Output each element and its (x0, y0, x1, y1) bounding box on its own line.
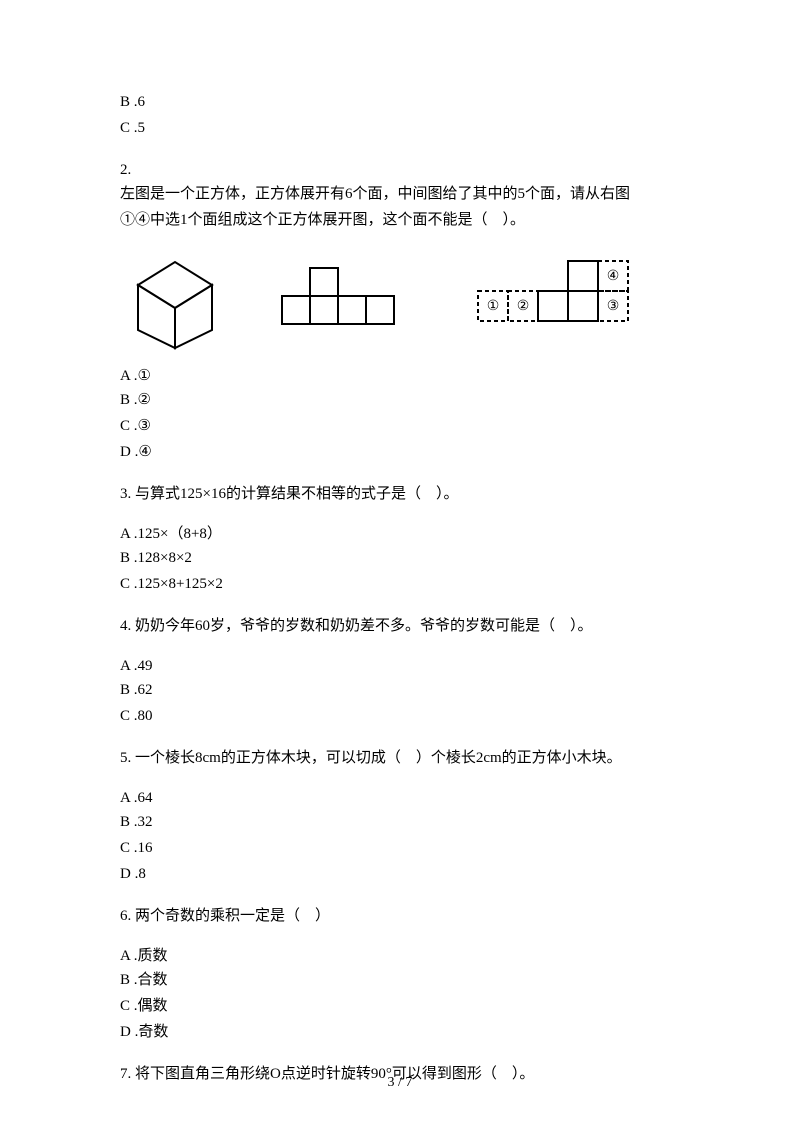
q6-option-b: B .合数 (120, 968, 680, 992)
q6-option-d: D .奇数 (120, 1020, 680, 1044)
question-5: 5. 一个棱长8cm的正方体木块，可以切成（ ）个棱长2cm的正方体小木块。 A… (120, 746, 680, 886)
q5-text: 5. 一个棱长8cm的正方体木块，可以切成（ ）个棱长2cm的正方体小木块。 (120, 746, 680, 770)
question-6: 6. 两个奇数的乘积一定是（ ） A .质数 B .合数 C .偶数 D .奇数 (120, 904, 680, 1044)
q2-number: 2. (120, 158, 680, 182)
q4-option-b: B .62 (120, 678, 680, 702)
q5-option-b: B .32 (120, 810, 680, 834)
q6-option-a: A .质数 (120, 944, 680, 968)
q4-option-c: C .80 (120, 704, 680, 728)
page-number: 3 / 7 (0, 1072, 800, 1094)
q2-option-d: D .④ (120, 440, 680, 464)
q2-text-line-2: ①④中选1个面组成这个正方体展开图，这个面不能是（ ）。 (120, 208, 680, 232)
q2-option-c: C .③ (120, 414, 680, 438)
q6-text: 6. 两个奇数的乘积一定是（ ） (120, 904, 680, 928)
q3-option-a: A .125×（8+8） (120, 522, 680, 546)
cell-4-label: ④ (607, 269, 620, 284)
question-2: 2. 左图是一个正方体，正方体展开有6个面，中间图给了其中的5个面，请从右图 ①… (120, 158, 680, 464)
q5-option-c: C .16 (120, 836, 680, 860)
q5-option-d: D .8 (120, 862, 680, 886)
q3-text: 3. 与算式125×16的计算结果不相等的式子是（ ）。 (120, 482, 680, 506)
question-3: 3. 与算式125×16的计算结果不相等的式子是（ ）。 A .125×（8+8… (120, 482, 680, 596)
options-grid-figure: ④ ① ② ③ (460, 255, 640, 345)
cube-figure (120, 250, 230, 350)
q2-option-b: B .② (120, 388, 680, 412)
cell-3-label: ③ (607, 299, 620, 314)
q3-option-c: C .125×8+125×2 (120, 572, 680, 596)
q4-option-a: A .49 (120, 654, 680, 678)
q4-text: 4. 奶奶今年60岁，爷爷的岁数和奶奶差不多。爷爷的岁数可能是（ ）。 (120, 614, 680, 638)
q3-option-b: B .128×8×2 (120, 546, 680, 570)
q2-option-a: A .① (120, 364, 680, 388)
q5-option-a: A .64 (120, 786, 680, 810)
cell-1-label: ① (487, 299, 500, 314)
cell-2-label: ② (517, 299, 530, 314)
q2-text-line-1: 左图是一个正方体，正方体展开有6个面，中间图给了其中的5个面，请从右图 (120, 182, 680, 206)
q1-option-b: B .6 (120, 90, 680, 114)
question-4: 4. 奶奶今年60岁，爷爷的岁数和奶奶差不多。爷爷的岁数可能是（ ）。 A .4… (120, 614, 680, 728)
q1-option-c: C .5 (120, 116, 680, 140)
q2-figures: ④ ① ② ③ (120, 250, 680, 350)
net-figure (270, 260, 420, 340)
q6-option-c: C .偶数 (120, 994, 680, 1018)
